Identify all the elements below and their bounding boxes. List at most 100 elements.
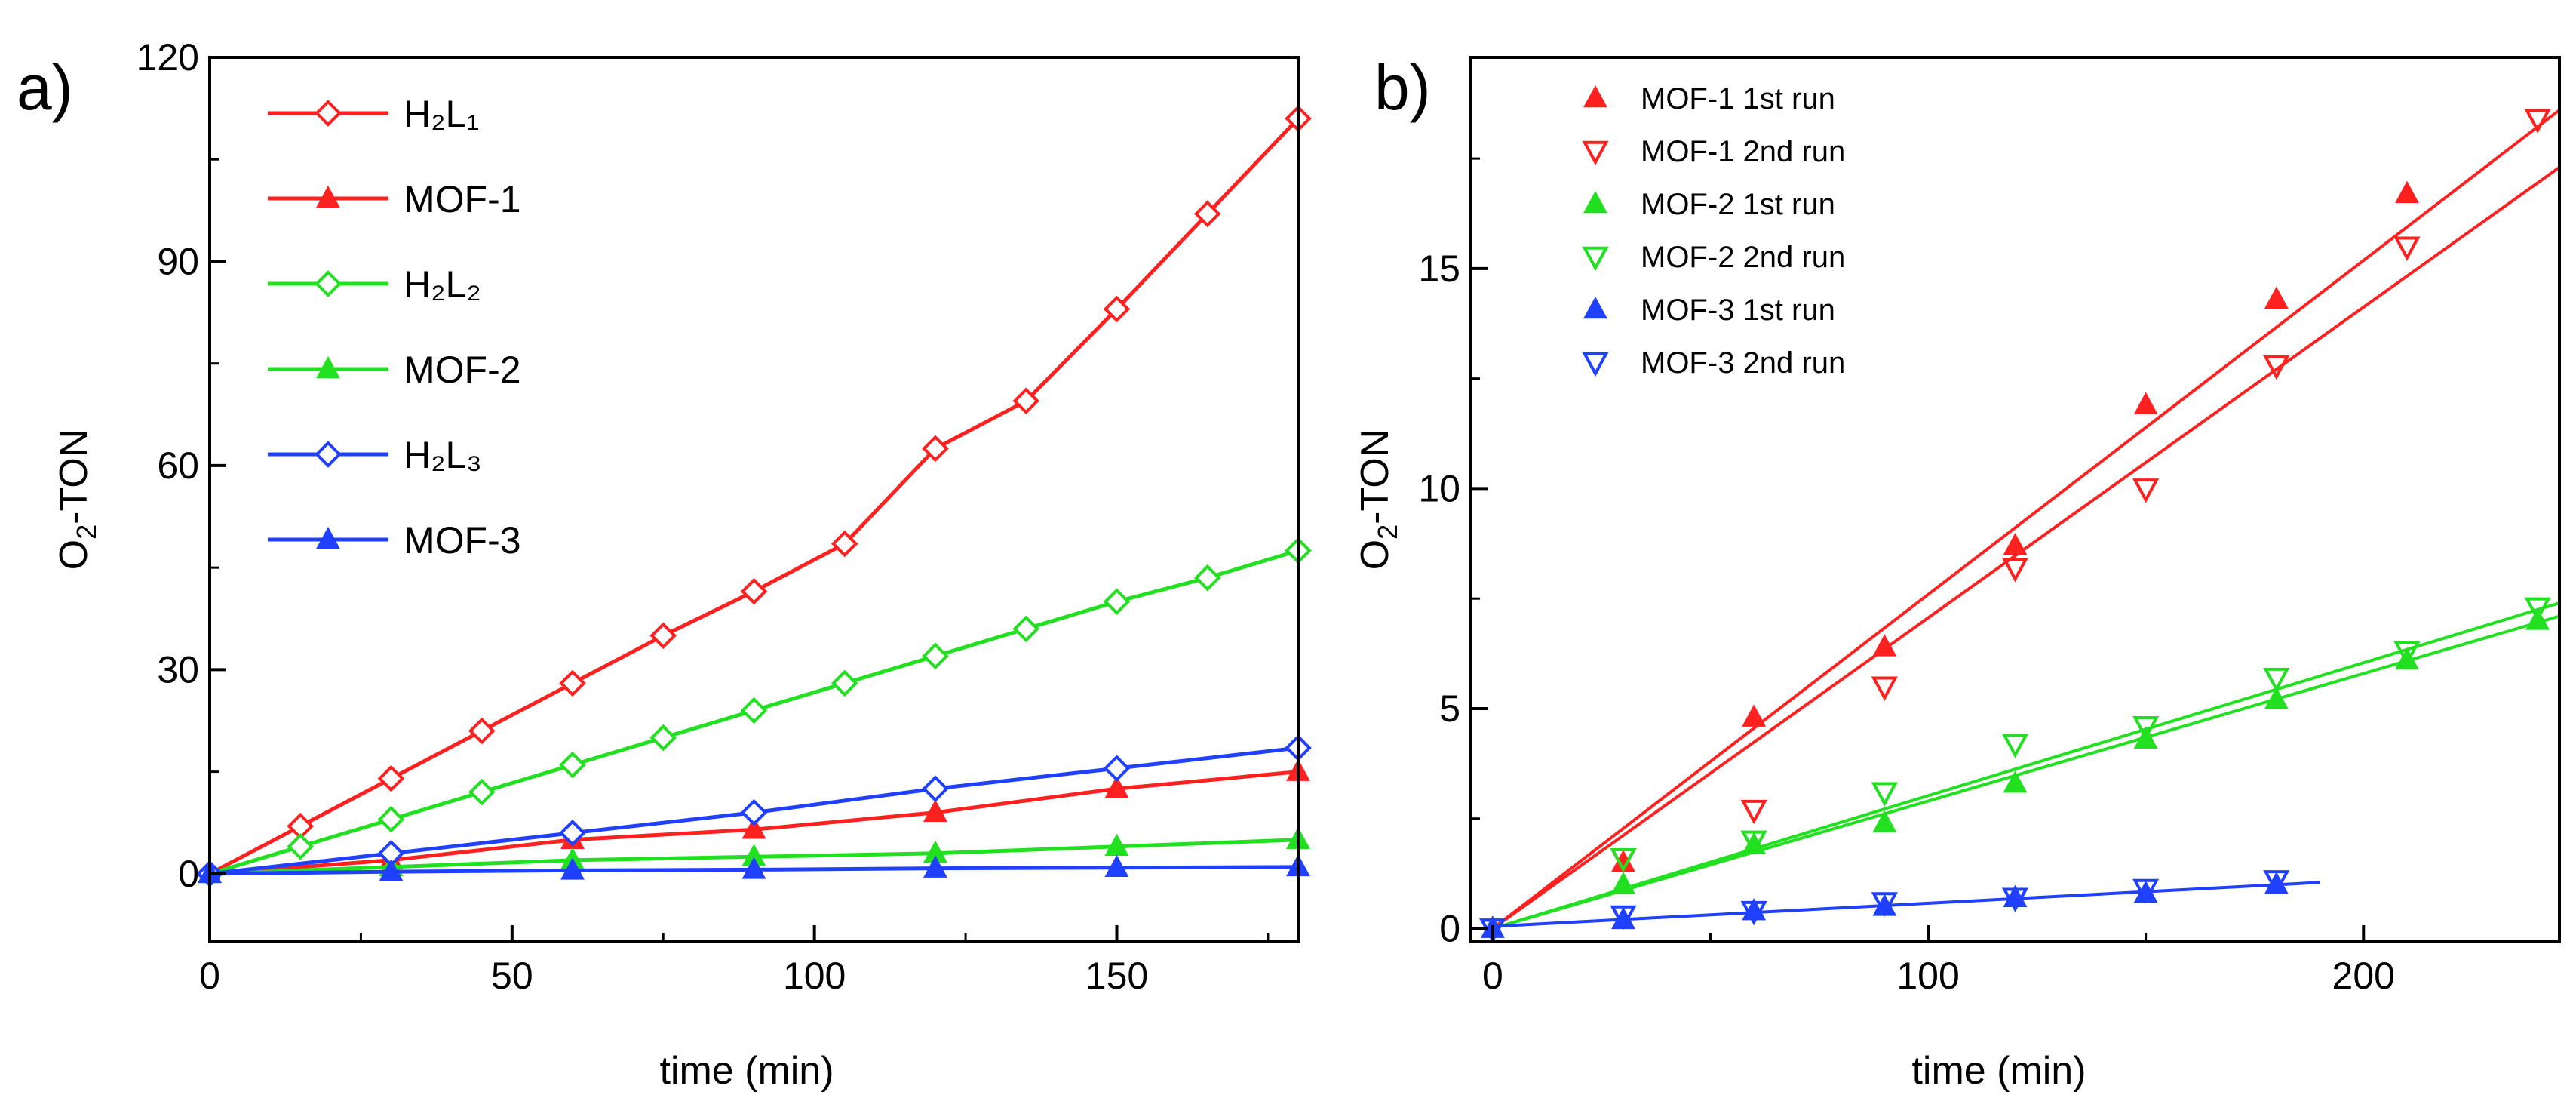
a-series-H2L3 [196, 734, 1312, 887]
panel-b-x-axis-label: time (min) [1911, 1049, 2086, 1093]
a-legend-item: H₂L₁ [268, 93, 479, 135]
b-data-point [2264, 687, 2289, 709]
b-data-point [2132, 478, 2160, 503]
a-data-point [740, 697, 768, 724]
b-data-point [1871, 892, 1898, 917]
b-data-point [2395, 647, 2419, 670]
a-legend-item: MOF-2 [268, 349, 521, 391]
panel-b-letter: b) [1374, 52, 1431, 123]
b-y-tick-label: 5 [1439, 687, 1460, 730]
a-data-point [1193, 200, 1221, 228]
b-data-point [2264, 286, 2289, 309]
b-legend-marker [1583, 85, 1607, 108]
b-data-point [2132, 716, 2160, 741]
a-legend-label: H₂L₃ [404, 434, 482, 476]
panel-a-letter: a) [17, 52, 73, 123]
a-data-point [377, 764, 405, 792]
b-data-point [2524, 109, 2551, 134]
b-data-point [2393, 236, 2421, 261]
a-series-MOF-3 [198, 854, 1310, 884]
a-y-tick-label: 30 [157, 648, 199, 691]
a-data-point [1012, 387, 1040, 415]
b-y-tick-label: 0 [1439, 908, 1460, 950]
a-data-point [923, 799, 947, 822]
a-data-point [468, 778, 496, 806]
a-series-line [208, 117, 1300, 876]
panel-b-frame [1469, 56, 2561, 943]
b-data-point [1740, 900, 1767, 926]
a-legend-item: H₂L₃ [268, 434, 482, 476]
b-legend-item: MOF-2 1st run [1583, 188, 1835, 221]
a-data-point [1103, 295, 1131, 323]
a-data-point [740, 798, 768, 826]
a-x-tick-label: 50 [491, 955, 533, 997]
panel-a-y-axis-label: O2-TON [52, 429, 102, 571]
a-data-point [741, 857, 766, 879]
a-x-tick-label: 150 [1085, 955, 1148, 997]
b-data-point [1610, 905, 1637, 930]
panel-a: a) 0 50 100 150 0 30 60 90 120 time (min) O2-TON… [17, 36, 1312, 1093]
b-legend-marker [1583, 190, 1607, 214]
a-data-point [559, 669, 586, 697]
b-fit-line [1492, 881, 2320, 928]
b-legend-label: MOF-1 1st run [1641, 82, 1835, 115]
a-legend-marker [315, 270, 342, 297]
a-x-tick-label: 0 [199, 955, 220, 997]
a-data-point [649, 724, 677, 752]
b-series-MOF-1 1st run [1480, 109, 2561, 938]
b-y-tick-label: 15 [1418, 248, 1460, 290]
b-data-point [1742, 704, 1767, 727]
panel-a-x-axis-label: time (min) [659, 1049, 834, 1093]
a-legend-label: MOF-2 [404, 349, 521, 391]
b-fit-line [1492, 614, 2560, 930]
a-data-point [287, 832, 315, 860]
b-data-point [1610, 847, 1637, 873]
a-legend-marker [316, 526, 340, 549]
a-legend-label: H₂L₁ [404, 93, 479, 135]
a-data-point [922, 775, 949, 802]
b-data-point [2263, 870, 2290, 895]
a-legend-item: MOF-3 [268, 519, 521, 561]
panel-b: b) 0 100 200 0 5 10 15 time (min) O2-TON MOF-1… [1353, 52, 2561, 1093]
a-data-point [1104, 776, 1129, 798]
a-legend-item: MOF-1 [268, 178, 521, 220]
b-x-tick-label: 200 [2332, 955, 2395, 997]
a-data-point [377, 805, 405, 833]
a-x-tick-label: 100 [783, 955, 846, 997]
a-legend-marker [315, 441, 342, 468]
a-data-point [1104, 854, 1129, 877]
a-data-point [831, 530, 858, 558]
b-data-point [1871, 782, 1898, 807]
b-data-point [2132, 878, 2160, 904]
b-legend-marker [1582, 352, 1609, 377]
b-legend-label: MOF-2 2nd run [1641, 241, 1845, 274]
b-fit-line [1491, 166, 2561, 930]
a-data-point [1012, 615, 1040, 643]
b-legend-item: MOF-1 2nd run [1582, 135, 1845, 168]
a-data-point [922, 642, 949, 670]
b-fit-line [1491, 109, 2561, 930]
b-data-point [1740, 799, 1767, 825]
b-data-point [1871, 676, 1898, 702]
b-series-MOF-3 1st run [1480, 872, 2320, 938]
b-data-point [2524, 597, 2551, 623]
a-data-point [741, 817, 766, 839]
a-series-H2L1 [196, 105, 1312, 887]
b-legend-marker [1582, 140, 1609, 166]
b-data-point [1872, 810, 1897, 832]
b-data-point [1740, 830, 1767, 856]
b-data-point [2263, 667, 2290, 693]
a-data-point [559, 751, 586, 779]
b-legend-label: MOF-2 1st run [1641, 188, 1835, 221]
b-legend-item: MOF-1 1st run [1583, 82, 1835, 115]
b-data-point [2001, 558, 2029, 583]
b-fit-line [1492, 601, 2560, 930]
b-x-tick-label: 0 [1482, 955, 1503, 997]
a-data-point [560, 857, 585, 880]
b-legend-marker [1583, 296, 1607, 319]
b-legend-item: MOF-3 2nd run [1582, 346, 1845, 380]
b-y-tick-label: 10 [1418, 467, 1460, 509]
a-legend-label: H₂L₂ [404, 263, 481, 306]
a-legend-marker [316, 185, 340, 208]
